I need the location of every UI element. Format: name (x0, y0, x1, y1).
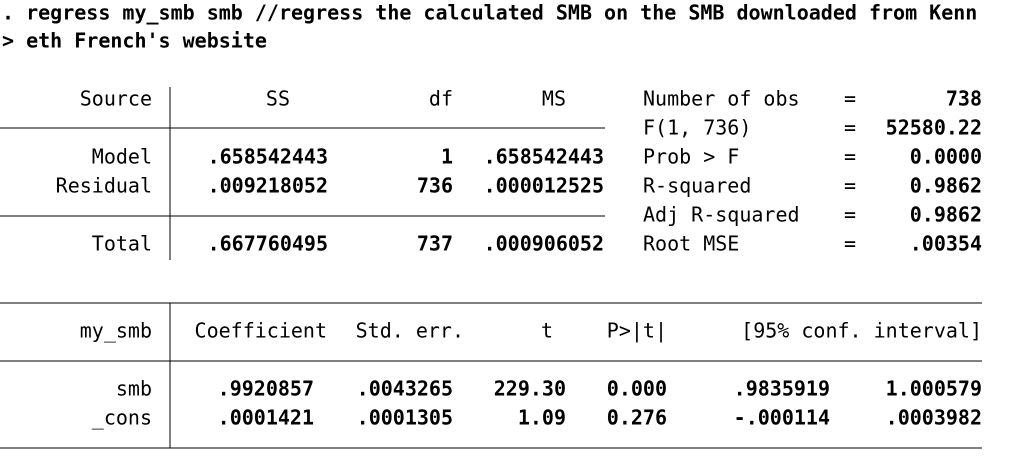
stat-label: Adj R-squared (643, 203, 800, 227)
anova-header: df (429, 87, 453, 111)
stat-eq: = (844, 87, 856, 111)
command-line: . regress my_smb smb //regress the calcu… (2, 1, 977, 25)
anova-value: 737 (417, 232, 453, 256)
anova-header: Source (80, 87, 152, 111)
stat-eq: = (844, 116, 856, 140)
coef-value: .0003982 (886, 406, 982, 430)
stat-value: 0.9862 (910, 174, 982, 198)
anova-label: Model (92, 145, 152, 169)
coef-label: smb (116, 377, 152, 401)
stat-value: 0.9862 (910, 203, 982, 227)
coef-header: t (541, 319, 553, 343)
stat-label: Root MSE (643, 232, 739, 256)
coef-value: .9920857 (218, 377, 314, 401)
anova-value: .009218052 (208, 174, 328, 198)
coef-value: 0.000 (607, 377, 667, 401)
coef-value: 1.09 (518, 406, 566, 430)
stat-label: Number of obs (643, 87, 800, 111)
stat-label: F(1, 736) (643, 116, 751, 140)
anova-value: .000012525 (484, 174, 604, 198)
anova-label: Residual (56, 174, 152, 198)
anova-header: SS (266, 87, 290, 111)
stat-value: 52580.22 (886, 116, 982, 140)
coef-value: .9835919 (734, 377, 830, 401)
coef-value: 0.276 (607, 406, 667, 430)
coef-header: Coefficient (195, 319, 327, 343)
stat-eq: = (844, 232, 856, 256)
coef-label: _cons (92, 406, 152, 430)
anova-header: MS (542, 87, 566, 111)
coef-value: 229.30 (494, 377, 566, 401)
coef-value: .0001421 (218, 406, 314, 430)
anova-value: .000906052 (484, 232, 604, 256)
coef-header: [95% conf. interval] (741, 319, 982, 343)
stat-label: Prob > F (643, 145, 739, 169)
stat-value: 0.0000 (910, 145, 982, 169)
anova-value: 736 (417, 174, 453, 198)
coef-value: -.000114 (734, 406, 830, 430)
anova-value: .658542443 (208, 145, 328, 169)
anova-value: 1 (441, 145, 453, 169)
stat-eq: = (844, 145, 856, 169)
coef-value: .0001305 (357, 406, 453, 430)
coef-header: my_smb (80, 319, 152, 343)
coef-header: P>|t| (607, 319, 667, 343)
command-line: > eth French's website (2, 29, 267, 53)
stat-label: R-squared (643, 174, 751, 198)
stat-eq: = (844, 203, 856, 227)
stat-value: .00354 (910, 232, 982, 256)
coef-header: Std. err. (356, 319, 464, 343)
coef-value: 1.000579 (886, 377, 982, 401)
anova-label: Total (92, 232, 152, 256)
anova-value: .667760495 (208, 232, 328, 256)
stat-value: 738 (946, 87, 982, 111)
coef-value: .0043265 (357, 377, 453, 401)
stat-eq: = (844, 174, 856, 198)
anova-value: .658542443 (484, 145, 604, 169)
